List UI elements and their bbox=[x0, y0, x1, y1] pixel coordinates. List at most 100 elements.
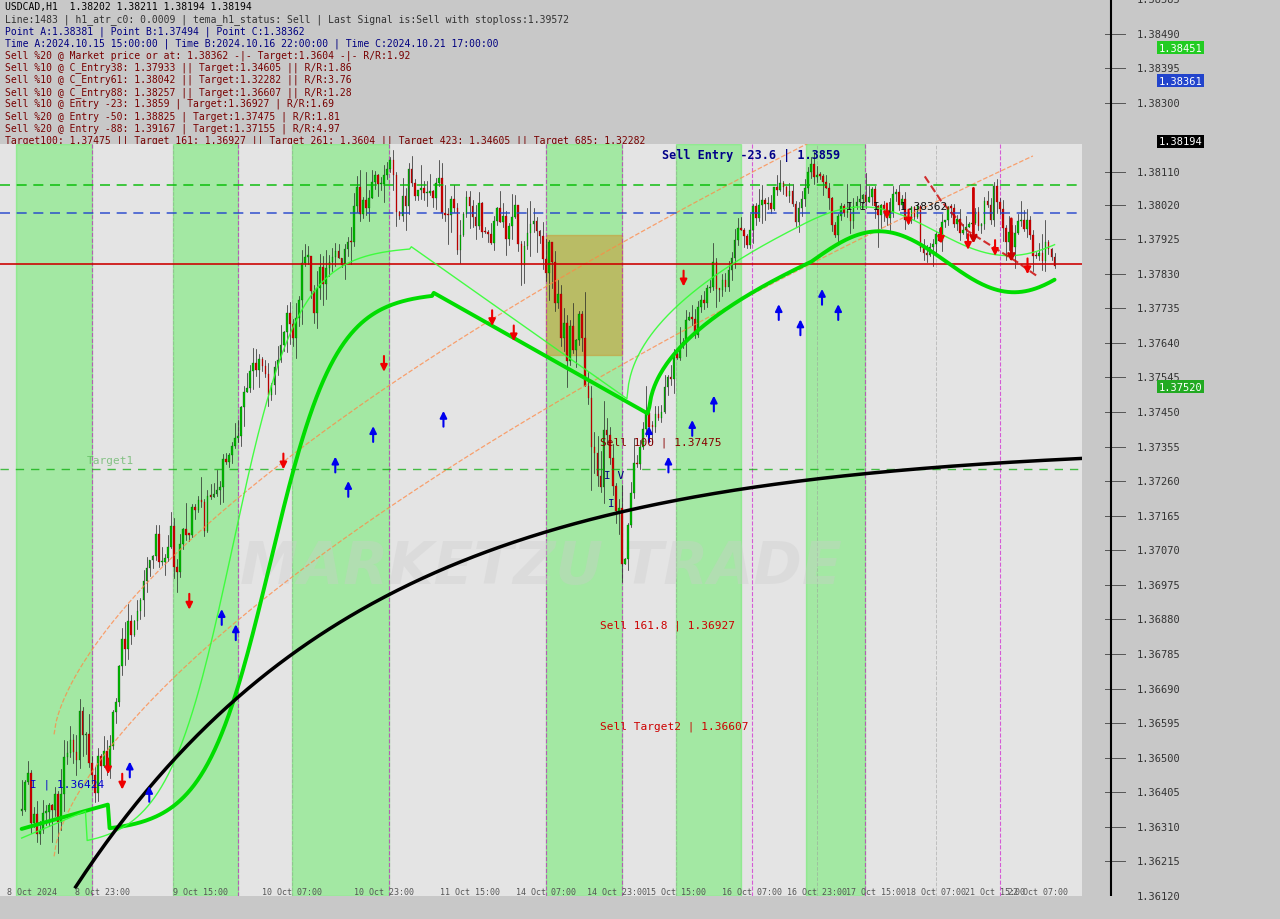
Bar bbox=[806, 145, 865, 896]
Text: 1.38585: 1.38585 bbox=[1137, 0, 1181, 5]
Bar bbox=[294, 319, 297, 339]
Bar bbox=[561, 295, 562, 338]
Bar bbox=[384, 176, 385, 185]
Bar bbox=[541, 236, 544, 259]
Bar bbox=[1042, 254, 1043, 261]
Bar bbox=[124, 640, 125, 650]
Bar bbox=[380, 184, 381, 185]
Bar bbox=[486, 233, 489, 234]
Bar bbox=[547, 145, 622, 896]
Bar bbox=[698, 308, 699, 336]
Bar bbox=[329, 263, 330, 268]
Bar bbox=[890, 213, 891, 219]
Text: 14 Oct 23:00: 14 Oct 23:00 bbox=[586, 887, 646, 896]
Bar bbox=[850, 212, 851, 221]
Bar bbox=[945, 221, 946, 222]
Text: Target100: 1.37475 || Target 161: 1.36927 || Target 261: 1.3604 || Target 423: 1: Target100: 1.37475 || Target 161: 1.3692… bbox=[5, 135, 646, 145]
Bar bbox=[530, 225, 531, 233]
Text: 14 Oct 07:00: 14 Oct 07:00 bbox=[516, 887, 576, 896]
Bar bbox=[408, 169, 410, 207]
Bar bbox=[639, 448, 641, 465]
Bar bbox=[362, 200, 364, 214]
Bar bbox=[1020, 221, 1021, 222]
Text: 1.37520: 1.37520 bbox=[1158, 382, 1203, 392]
Bar bbox=[283, 333, 284, 346]
Bar bbox=[746, 236, 748, 245]
Bar bbox=[323, 267, 324, 285]
Bar bbox=[737, 229, 739, 241]
Text: Sell %20 @ Entry -50: 1.38825 | Target:1.37475 | R/R:1.81: Sell %20 @ Entry -50: 1.38825 | Target:1… bbox=[5, 111, 340, 121]
Text: Sell %10 @ C_Entry61: 1.38042 || Target:1.32282 || R/R:3.76: Sell %10 @ C_Entry61: 1.38042 || Target:… bbox=[5, 74, 352, 85]
Bar bbox=[773, 187, 776, 210]
Bar bbox=[914, 209, 915, 218]
Bar bbox=[993, 187, 995, 221]
Bar bbox=[539, 232, 540, 236]
Bar bbox=[810, 165, 812, 173]
Text: 1.36880: 1.36880 bbox=[1137, 615, 1181, 625]
Bar bbox=[484, 232, 485, 233]
Bar bbox=[365, 200, 367, 209]
Text: Sell %10 @ C_Entry88: 1.38257 || Target:1.36607 || R/R:1.28: Sell %10 @ C_Entry88: 1.38257 || Target:… bbox=[5, 86, 352, 97]
Bar bbox=[109, 746, 111, 769]
Bar bbox=[676, 355, 677, 358]
Text: 1.37260: 1.37260 bbox=[1137, 477, 1181, 487]
Text: 8 Oct 2024: 8 Oct 2024 bbox=[8, 887, 58, 896]
Bar bbox=[148, 561, 151, 568]
Bar bbox=[1027, 221, 1028, 230]
Bar bbox=[660, 413, 662, 419]
Bar bbox=[996, 187, 997, 203]
Bar bbox=[989, 206, 992, 221]
Text: 1.38451: 1.38451 bbox=[1158, 44, 1203, 53]
Bar bbox=[652, 426, 653, 427]
Bar bbox=[173, 527, 175, 568]
Bar bbox=[310, 257, 312, 291]
Bar bbox=[795, 205, 796, 223]
Bar bbox=[938, 234, 940, 242]
Bar bbox=[91, 763, 92, 775]
Bar bbox=[340, 258, 343, 266]
Bar bbox=[1029, 221, 1030, 236]
Bar bbox=[813, 165, 814, 177]
Bar bbox=[314, 291, 315, 313]
Bar bbox=[755, 207, 756, 219]
Text: Time A:2024.10.15 15:00:00 | Time B:2024.10.16 22:00:00 | Time C:2024.10.21 17:0: Time A:2024.10.15 15:00:00 | Time B:2024… bbox=[5, 39, 499, 49]
Bar bbox=[106, 751, 108, 769]
Bar bbox=[243, 393, 244, 408]
Text: 1.37165: 1.37165 bbox=[1137, 511, 1181, 521]
Bar bbox=[614, 487, 617, 511]
Bar bbox=[645, 414, 648, 430]
Bar bbox=[508, 227, 509, 240]
Text: 1.36690: 1.36690 bbox=[1137, 684, 1181, 694]
Text: 1.38110: 1.38110 bbox=[1137, 167, 1181, 177]
Bar bbox=[1038, 254, 1041, 257]
Text: 1.36215: 1.36215 bbox=[1137, 857, 1181, 867]
Text: Sell Entry -23.6 | 1.3859: Sell Entry -23.6 | 1.3859 bbox=[662, 149, 840, 162]
Bar bbox=[393, 161, 394, 176]
Bar bbox=[859, 199, 860, 203]
Bar bbox=[817, 176, 818, 177]
Bar bbox=[978, 212, 979, 227]
Bar bbox=[974, 212, 977, 223]
Bar bbox=[1044, 244, 1046, 261]
Bar bbox=[27, 773, 28, 782]
Bar bbox=[600, 477, 602, 488]
Bar bbox=[197, 501, 200, 510]
Bar bbox=[762, 201, 763, 206]
Bar bbox=[442, 178, 443, 214]
Text: 1.36975: 1.36975 bbox=[1137, 580, 1181, 590]
Bar bbox=[980, 225, 982, 227]
Bar bbox=[265, 366, 266, 375]
Bar bbox=[252, 364, 253, 371]
Bar bbox=[332, 257, 333, 263]
Bar bbox=[524, 246, 525, 266]
Bar bbox=[883, 206, 884, 211]
Text: 10 Oct 23:00: 10 Oct 23:00 bbox=[355, 887, 413, 896]
Bar bbox=[477, 203, 480, 227]
Bar bbox=[448, 214, 449, 216]
Bar bbox=[881, 206, 882, 216]
Text: Sell 100 | 1.37475: Sell 100 | 1.37475 bbox=[600, 437, 722, 448]
Bar bbox=[433, 192, 434, 199]
Bar bbox=[1009, 233, 1010, 244]
Bar bbox=[901, 200, 904, 206]
Bar bbox=[164, 559, 165, 562]
